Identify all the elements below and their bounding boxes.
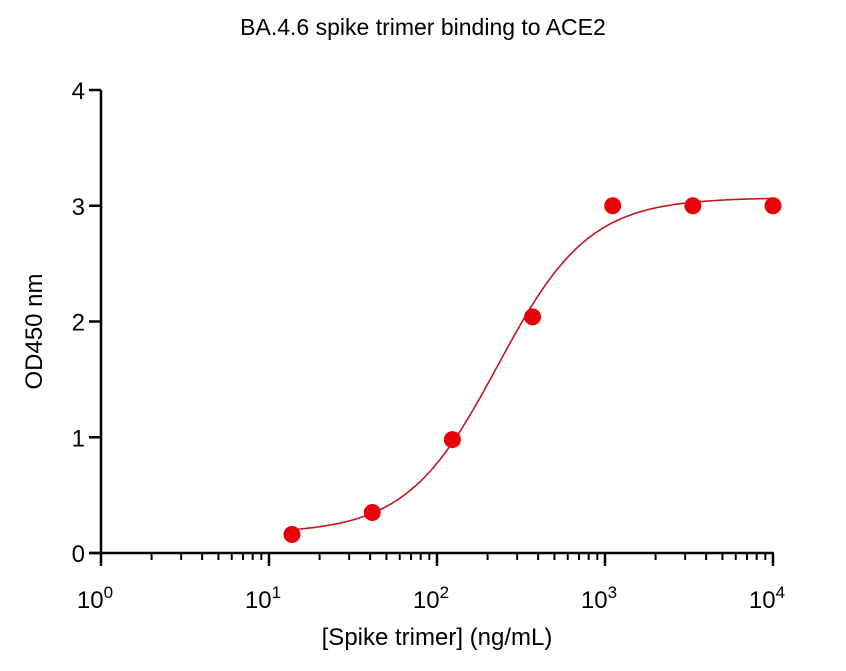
y-tick-label: 1: [72, 425, 85, 452]
data-point: [604, 197, 622, 215]
data-point: [283, 525, 301, 543]
x-tick-label: 101: [245, 583, 281, 614]
chart-title: BA.4.6 spike trimer binding to ACE2: [240, 14, 606, 40]
x-tick-label: 102: [413, 583, 449, 614]
x-axis-title: [Spike trimer] (ng/mL): [322, 624, 553, 651]
data-point: [443, 431, 461, 449]
x-tick-label: 103: [581, 583, 617, 614]
data-point: [764, 197, 782, 215]
y-tick-label: 4: [72, 78, 85, 105]
y-tick-label: 2: [72, 310, 85, 337]
x-tick-label: 100: [77, 583, 113, 614]
y-tick-label: 0: [72, 541, 85, 568]
y-tick-label: 3: [72, 194, 85, 221]
fit-curve: [288, 197, 774, 531]
x-tick-label: 104: [749, 583, 785, 614]
data-point: [524, 308, 542, 326]
data-point: [684, 197, 702, 215]
y-axis-title: OD450 nm: [21, 273, 48, 389]
data-point: [363, 503, 381, 521]
